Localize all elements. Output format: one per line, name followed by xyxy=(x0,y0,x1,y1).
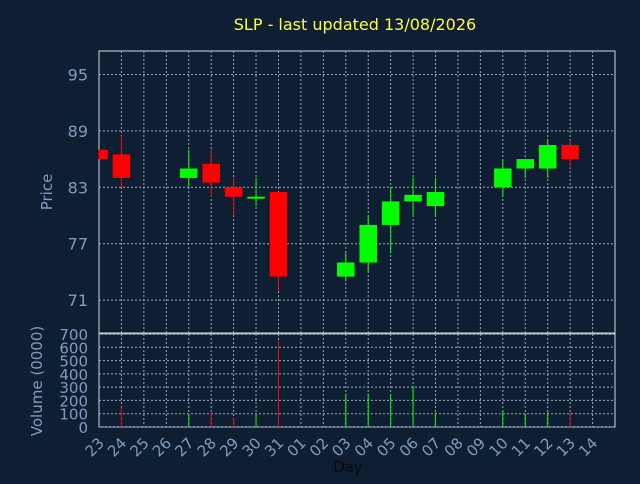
price-tick-label: 89 xyxy=(68,122,88,141)
candle-body xyxy=(494,168,512,188)
candle-body xyxy=(247,196,265,199)
volume-tick-label: 400 xyxy=(59,366,88,384)
price-panel: 71 77 83 89 95 Price xyxy=(38,50,616,334)
candle-body xyxy=(224,187,243,197)
candle-body xyxy=(359,224,377,263)
volume-tick-label: 200 xyxy=(59,392,88,410)
candle-body xyxy=(516,159,535,169)
candle-body xyxy=(561,145,579,160)
candle-body xyxy=(99,149,108,160)
volume-tick-label: 500 xyxy=(59,353,88,371)
volume-tick-label: 0 xyxy=(78,419,88,437)
candle-body xyxy=(202,163,220,183)
candle-body xyxy=(404,194,422,202)
chart-title: SLP - last updated 13/08/2026 xyxy=(234,15,476,34)
candle-body xyxy=(269,192,288,277)
price-axis-label: Price xyxy=(38,174,56,211)
candles xyxy=(98,135,579,291)
candle-body xyxy=(337,262,355,277)
volume-plot-area xyxy=(98,333,616,428)
candle-body xyxy=(112,154,131,178)
price-plot-area xyxy=(98,50,616,334)
candle-body xyxy=(426,192,445,207)
x-tick-label: 14 xyxy=(575,434,601,460)
volume-tick-label: 700 xyxy=(59,326,88,344)
price-tick-label: 71 xyxy=(68,291,88,310)
price-y-ticks: 71 77 83 89 95 xyxy=(68,66,88,311)
volume-tick-label: 600 xyxy=(59,339,88,357)
x-axis-label: Day xyxy=(333,458,363,476)
candle-body xyxy=(381,201,400,225)
volume-tick-label: 100 xyxy=(59,406,88,424)
volume-bars xyxy=(120,340,571,427)
candle-body xyxy=(538,145,557,169)
price-tick-label: 95 xyxy=(68,66,88,85)
volume-axis-label: Volume (0000) xyxy=(28,326,46,436)
candle-body xyxy=(179,168,198,178)
x-ticks: 2324252627282930310102030405060708091011… xyxy=(82,434,602,460)
volume-tick-label: 300 xyxy=(59,379,88,397)
price-tick-label: 77 xyxy=(68,235,88,254)
price-tick-label: 83 xyxy=(68,178,88,197)
